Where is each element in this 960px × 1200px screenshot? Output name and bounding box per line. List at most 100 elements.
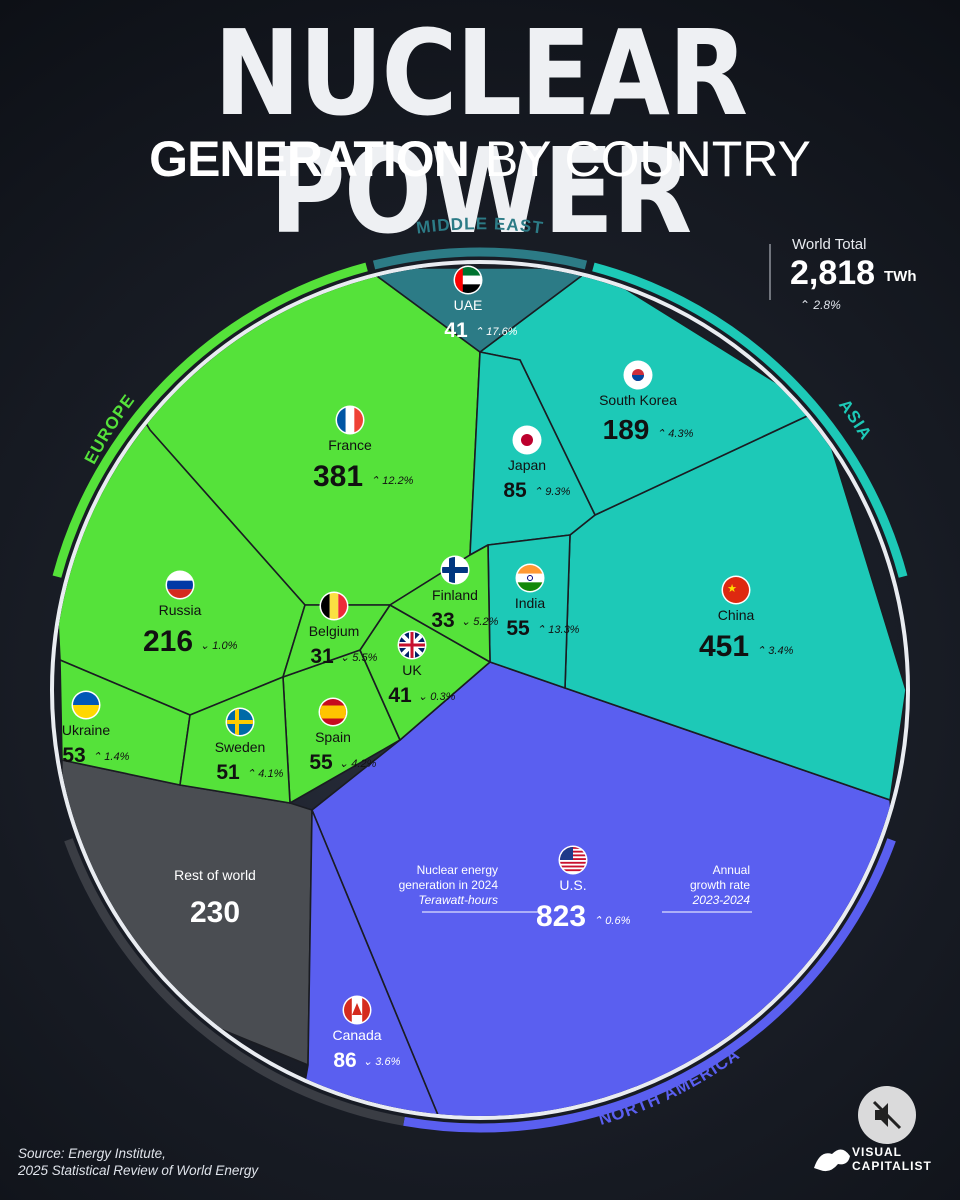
canada-flag-icon-part [344,997,352,1023]
item-value: 41 [388,684,412,707]
canada-flag-icon [344,997,370,1023]
item-japan: Japan 85 ⌃ 9.3% [503,425,571,502]
item-name: France [328,437,372,453]
item-name: UK [402,662,422,678]
world-total-unit: TWh [884,268,917,285]
us-flag-icon [560,847,586,872]
item-uae: UAE 41 ⌃ 17.6% [444,265,518,342]
world-total-label: World Total [792,236,867,253]
spain-flag-icon-part [320,705,346,719]
spain-flag-icon [320,699,346,725]
item-growth: ⌃ 3.4% [756,645,794,657]
china-flag-icon-part [723,577,749,603]
uae-flag-icon-part [455,284,481,293]
item-rest-of-world: Rest of world 230 [174,867,256,929]
sweden-flag-icon-part [235,709,239,735]
russia-flag-icon-part [167,589,193,598]
us-flag-icon-part [560,865,586,868]
us-flag-icon-part [560,869,586,872]
uae-flag-icon-part [455,275,481,285]
sweden-flag-icon-part [227,720,253,724]
cells-layer [54,267,906,1116]
item-name: Sweden [215,739,266,755]
france-flag-icon-part [337,407,346,433]
china-flag-icon: ★ [723,577,749,603]
canada-flag-icon-leaf [352,1003,362,1015]
cell-belgium [282,604,391,678]
sweden-flag-icon [227,709,253,735]
item-spain: Spain 55 ⌄ 4.2% [309,697,377,774]
legend-right-line: 2023-2024 [692,893,751,907]
legend-right-line: growth rate [690,878,750,892]
item-russia: Russia 216 ⌄ 1.0% [143,570,238,658]
item-name: Japan [508,457,546,473]
region-label-middle-east-path: MIDDLE EAST [415,214,544,237]
brand-text: VISUAL CAPITALIST [852,1145,932,1174]
item-canada: Canada 86 ⌄ 3.6% [332,995,401,1072]
mute-button[interactable] [858,1086,916,1144]
india-flag-icon-part [517,573,543,583]
item-value: 41 [444,319,468,342]
legend-left-line: Terawatt-hours [418,893,498,907]
speaker-muted-icon [872,1100,902,1130]
item-name: Rest of world [174,867,256,883]
cell-india [487,534,571,689]
item-growth: ⌃ 0.6% [593,915,631,927]
item-value: 216 [143,625,193,658]
item-name: China [718,607,755,623]
page-subtitle: GENERATION BY COUNTRY [0,134,960,184]
item-name: Ukraine [62,722,110,738]
france-flag-icon-part [345,407,355,433]
item-value: 823 [536,900,586,933]
item-growth: ⌃ 4.3% [656,428,694,440]
item-value: 451 [699,630,749,663]
item-growth: ⌄ 0.3% [418,691,456,703]
russia-flag-icon-part [167,580,193,590]
item-growth: ⌃ 13.3% [536,624,580,636]
item-value: 53 [62,744,85,767]
uae-flag-icon-part [455,267,463,293]
item-france: France 381 ⌃ 12.2% [313,405,414,493]
uae-flag-icon-part [455,267,481,276]
india-flag-icon [517,565,543,591]
japan-flag-icon [514,427,540,453]
item-value: 189 [603,414,650,445]
item-growth: ⌃ 4.1% [246,768,284,780]
brand-line-2: CAPITALIST [852,1158,932,1173]
item-u-s-: U.S. 823 ⌃ 0.6% [536,845,631,933]
russia-flag-icon-part [167,572,193,581]
france-flag-icon-part [354,407,363,433]
legend-left-line: generation in 2024 [399,878,499,892]
russia-flag-icon [167,572,193,598]
item-name: U.S. [559,877,586,893]
us-flag-icon-part [560,861,586,864]
finland-flag-icon [442,557,468,583]
item-value: 55 [309,751,333,774]
item-china: ★ China 451 ⌃ 3.4% [699,575,794,663]
north-america-ring [403,838,896,1133]
canada-flag-icon-part [362,997,370,1023]
item-india: India 55 ⌃ 13.3% [506,563,580,640]
item-growth: ⌃ 1.4% [92,751,130,763]
item-uk: UK 41 ⌄ 0.3% [388,630,456,707]
region-label-middle-east: MIDDLE EAST [415,214,545,237]
labels-layer: U.S. 823 ⌃ 0.6% ★ China 451 ⌃ 3.4% France 381 ⌃ 1… [62,265,794,1072]
item-belgium: Belgium 31 ⌄ 5.5% [309,591,378,668]
india-flag-icon-part [517,565,543,574]
item-growth: ⌄ 4.2% [339,758,377,770]
ukraine-flag-icon-part [73,705,99,718]
india-flag-icon-part [517,582,543,591]
item-name: South Korea [599,392,677,408]
item-value: 51 [216,761,240,784]
item-name: India [515,595,546,611]
subtitle-bold: GENERATION [149,131,470,187]
source-line-1: Source: Energy Institute, [18,1146,166,1161]
source-line-2: 2025 Statistical Review of World Energy [18,1162,259,1178]
belgium-flag-icon-part [329,593,339,619]
japan-flag-icon-sun [521,434,533,446]
south-korea-flag-icon [625,362,651,388]
brand-line-1: VISUAL [852,1145,903,1159]
